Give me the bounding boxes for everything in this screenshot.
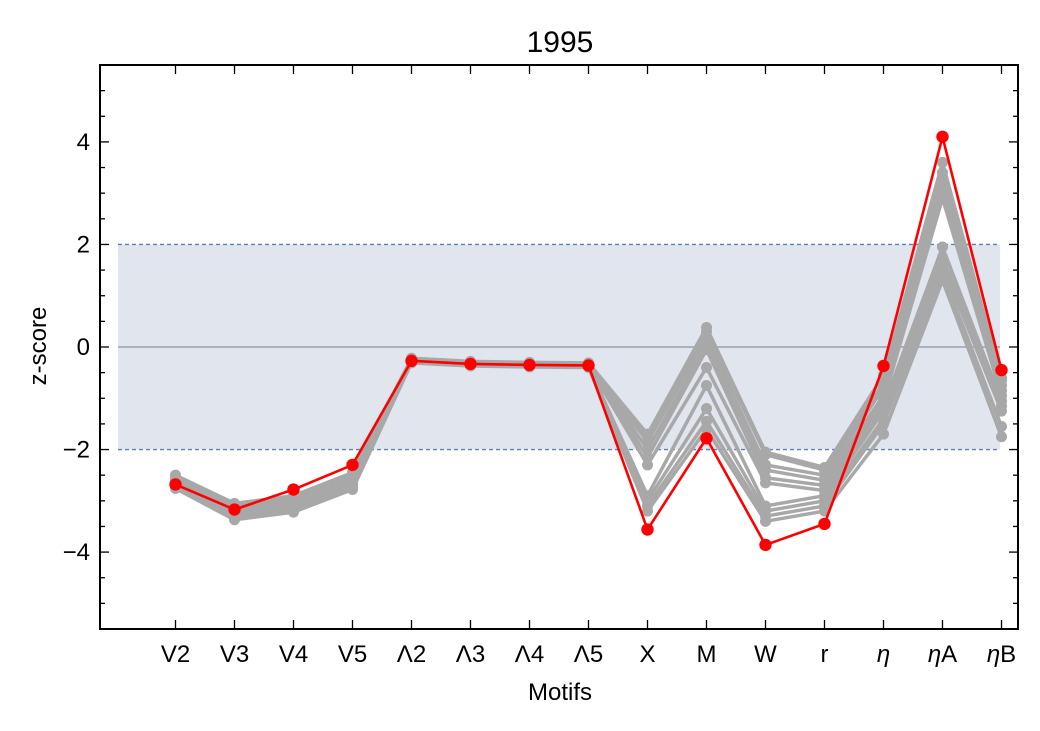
background-series-point [701, 415, 712, 427]
x-tick-label: X [639, 641, 655, 668]
y-tick-label: 2 [77, 231, 90, 258]
x-tick-label: V4 [279, 641, 308, 668]
tick-suffix: A [941, 641, 957, 668]
x-tick-label: V3 [220, 641, 249, 668]
highlight-series-point [995, 363, 1008, 377]
x-tick-label: r [821, 641, 829, 668]
background-series-point [229, 514, 240, 526]
highlight-series-point [877, 359, 890, 373]
highlight-series-point [700, 432, 713, 445]
highlight-series-point [523, 358, 536, 372]
highlight-series-point [287, 483, 300, 496]
background-series-point [760, 477, 771, 489]
background-series-point [701, 379, 712, 391]
y-tick-label: −4 [63, 539, 90, 566]
x-tick-label: η [877, 641, 890, 668]
background-series-point [937, 267, 948, 279]
x-tick-label: Λ3 [456, 641, 485, 668]
series-layer [169, 130, 1008, 552]
x-tick-label: V5 [338, 641, 367, 668]
tick-suffix: B [1000, 641, 1016, 668]
background-series-point [878, 428, 889, 440]
background-series-point [937, 177, 948, 189]
background-series-point [937, 259, 948, 271]
y-tick-label: −2 [63, 437, 90, 464]
eta-symbol: η [987, 641, 1000, 668]
background-series-point [701, 362, 712, 374]
background-series-point [760, 515, 771, 527]
background-series-point [937, 274, 948, 286]
y-tick-label: 4 [77, 129, 90, 156]
highlight-series-point [582, 359, 595, 372]
highlight-series-point [405, 354, 418, 368]
background-series-point [642, 505, 653, 517]
eta-symbol: η [928, 641, 941, 668]
background-series-point [996, 431, 1007, 443]
x-tick-label: ηB [987, 641, 1016, 668]
highlight-series-point [641, 523, 654, 536]
background-series-point [937, 241, 948, 253]
highlight-series-point [759, 538, 772, 552]
highlight-series-point [464, 357, 477, 371]
background-series-point [701, 403, 712, 415]
highlight-series-point [346, 458, 359, 472]
highlight-series-point [818, 517, 831, 531]
background-series-point [347, 484, 358, 496]
x-tick-label: ηA [928, 641, 957, 668]
x-tick-label: W [754, 641, 777, 668]
background-series-point [937, 167, 948, 179]
background-series-point [937, 251, 948, 263]
x-tick-label: V2 [161, 641, 190, 668]
highlight-series-point [228, 503, 241, 516]
chart-title: 1995 [527, 26, 594, 59]
background-series-point [642, 459, 653, 471]
x-tick-label: M [697, 641, 717, 668]
highlight-series-point [936, 130, 949, 143]
x-tick-label: Λ2 [397, 641, 426, 668]
eta-symbol: η [877, 641, 890, 668]
background-series-point [701, 344, 712, 356]
background-series-point [996, 405, 1007, 417]
x-tick-label: Λ4 [515, 641, 544, 668]
plot-background [118, 243, 1000, 451]
x-axis-label: Motifs [528, 679, 592, 706]
highlight-series-point [169, 478, 182, 491]
y-tick-label: 0 [77, 334, 90, 361]
background-series-point [937, 192, 948, 204]
background-series-point [701, 423, 712, 435]
y-axis-label: z-score [25, 307, 52, 386]
background-series-point [937, 156, 948, 168]
background-series-point [288, 506, 299, 518]
x-tick-label: Λ5 [574, 641, 603, 668]
